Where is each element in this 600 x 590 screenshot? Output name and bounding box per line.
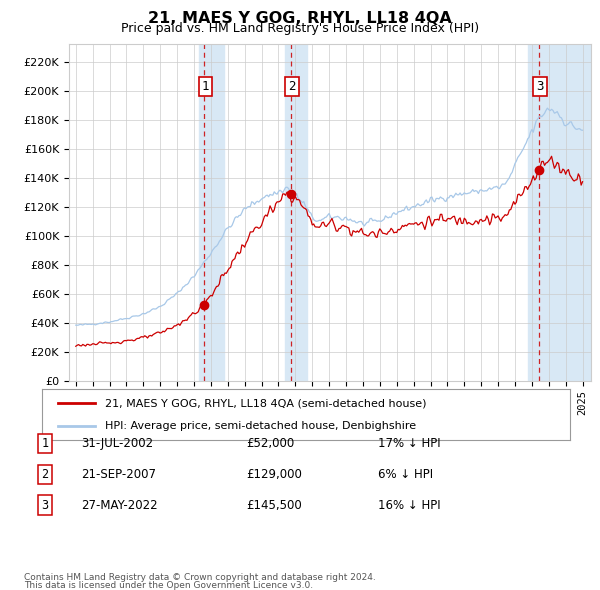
Text: 21, MAES Y GOG, RHYL, LL18 4QA: 21, MAES Y GOG, RHYL, LL18 4QA <box>148 11 452 25</box>
Text: 21-SEP-2007: 21-SEP-2007 <box>81 468 156 481</box>
Text: 21, MAES Y GOG, RHYL, LL18 4QA (semi-detached house): 21, MAES Y GOG, RHYL, LL18 4QA (semi-det… <box>106 398 427 408</box>
Text: 3: 3 <box>41 499 49 512</box>
Text: 2: 2 <box>41 468 49 481</box>
Text: 3: 3 <box>536 80 544 93</box>
Text: 16% ↓ HPI: 16% ↓ HPI <box>378 499 440 512</box>
Text: 2: 2 <box>289 80 296 93</box>
Text: This data is licensed under the Open Government Licence v3.0.: This data is licensed under the Open Gov… <box>24 581 313 590</box>
Bar <box>199 44 224 381</box>
Text: £52,000: £52,000 <box>246 437 294 450</box>
Text: 31-JUL-2002: 31-JUL-2002 <box>81 437 153 450</box>
Text: £145,500: £145,500 <box>246 499 302 512</box>
Text: 1: 1 <box>41 437 49 450</box>
Text: HPI: Average price, semi-detached house, Denbighshire: HPI: Average price, semi-detached house,… <box>106 421 416 431</box>
Text: £129,000: £129,000 <box>246 468 302 481</box>
Text: 17% ↓ HPI: 17% ↓ HPI <box>378 437 440 450</box>
Text: 6% ↓ HPI: 6% ↓ HPI <box>378 468 433 481</box>
Text: 27-MAY-2022: 27-MAY-2022 <box>81 499 158 512</box>
Text: 1: 1 <box>202 80 209 93</box>
Text: Price paid vs. HM Land Registry's House Price Index (HPI): Price paid vs. HM Land Registry's House … <box>121 22 479 35</box>
Text: Contains HM Land Registry data © Crown copyright and database right 2024.: Contains HM Land Registry data © Crown c… <box>24 572 376 582</box>
Bar <box>529 44 591 381</box>
Bar <box>285 44 307 381</box>
